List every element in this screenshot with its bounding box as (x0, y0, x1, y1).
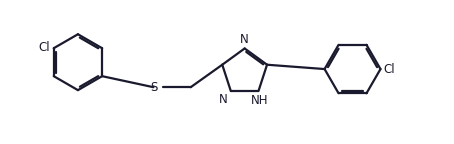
Text: NH: NH (251, 94, 268, 107)
Text: Cl: Cl (384, 62, 395, 76)
Text: S: S (150, 81, 157, 94)
Text: N: N (240, 33, 249, 46)
Text: N: N (219, 92, 228, 106)
Text: Cl: Cl (38, 41, 50, 54)
